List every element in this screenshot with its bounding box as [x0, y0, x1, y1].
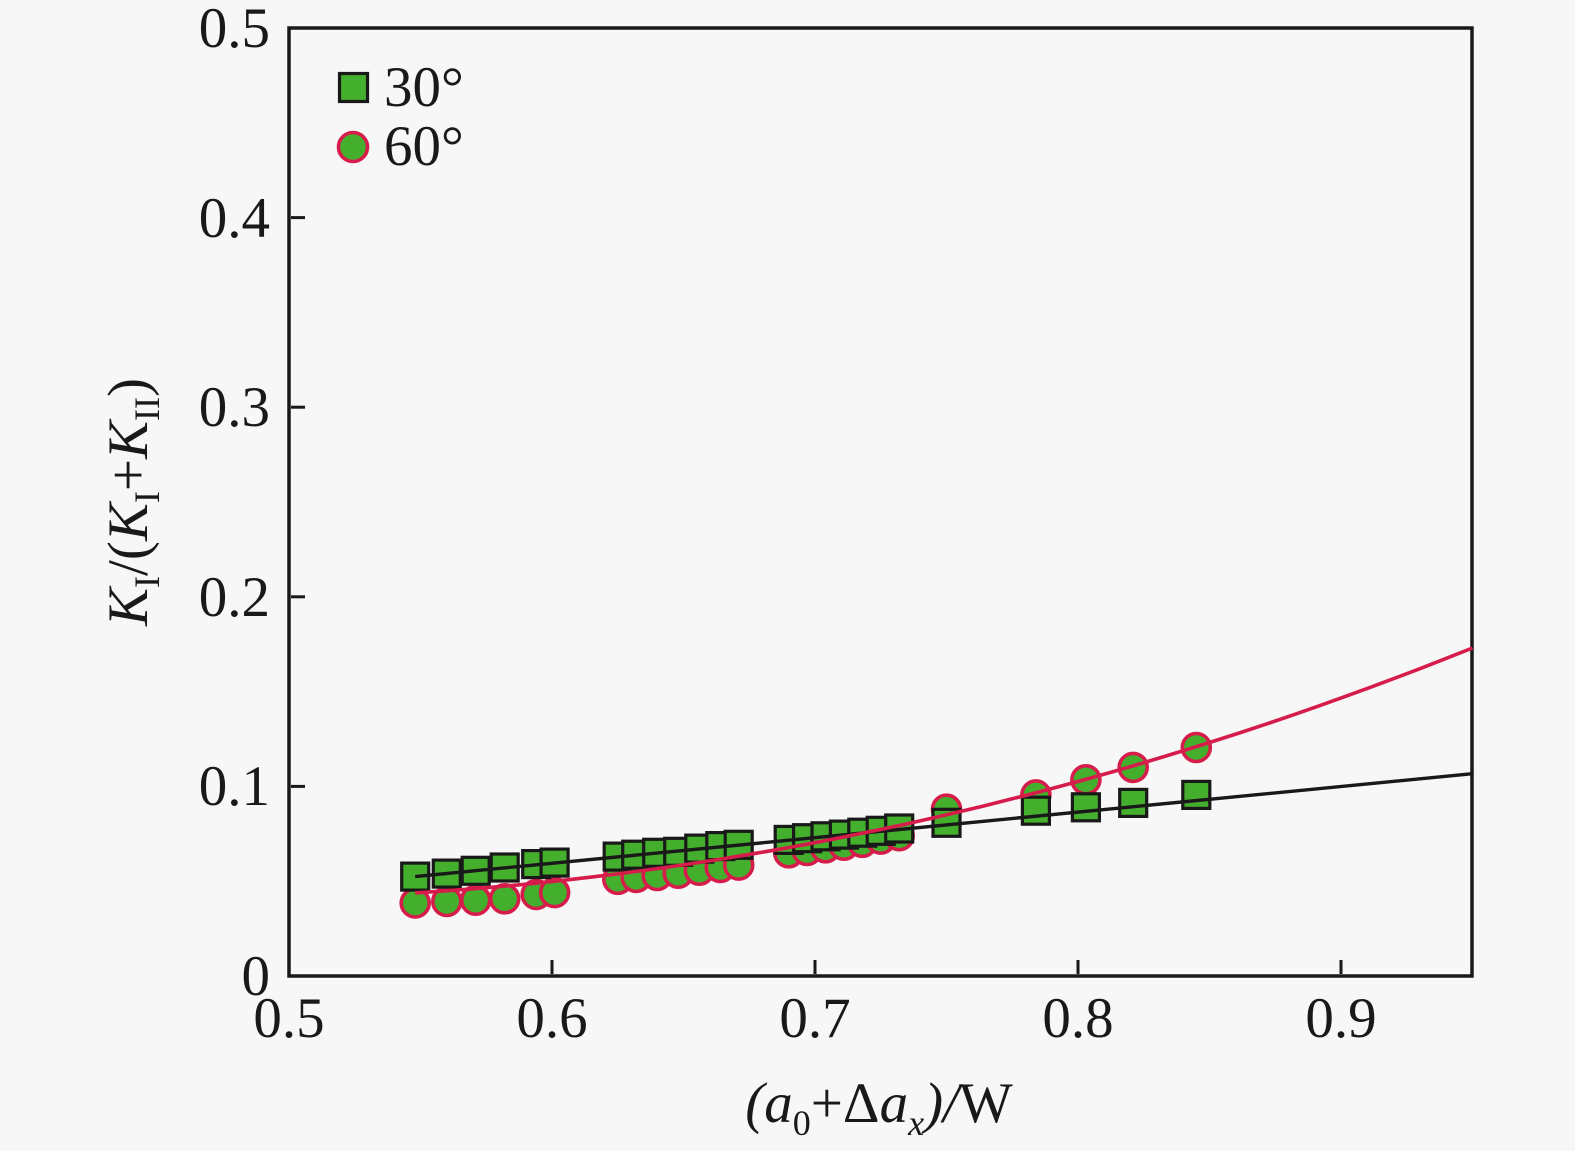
- svg-text:0.9: 0.9: [1305, 987, 1376, 1050]
- svg-text:0.3: 0.3: [199, 376, 270, 439]
- svg-text:0.7: 0.7: [779, 987, 850, 1050]
- svg-text:KI/(KI+KII): KI/(KI+KII): [97, 378, 167, 627]
- svg-text:30°: 30°: [384, 56, 464, 119]
- svg-text:60°: 60°: [384, 115, 464, 178]
- svg-text:(a0+Δax)/W: (a0+Δax)/W: [745, 1072, 1013, 1143]
- svg-text:0.8: 0.8: [1042, 987, 1113, 1050]
- svg-text:0.1: 0.1: [199, 755, 270, 818]
- svg-text:0.4: 0.4: [199, 187, 270, 250]
- svg-text:0: 0: [242, 945, 271, 1008]
- svg-text:0.5: 0.5: [199, 0, 270, 60]
- svg-text:0.5: 0.5: [253, 987, 324, 1050]
- svg-text:0.6: 0.6: [516, 987, 587, 1050]
- svg-text:0.2: 0.2: [199, 566, 270, 629]
